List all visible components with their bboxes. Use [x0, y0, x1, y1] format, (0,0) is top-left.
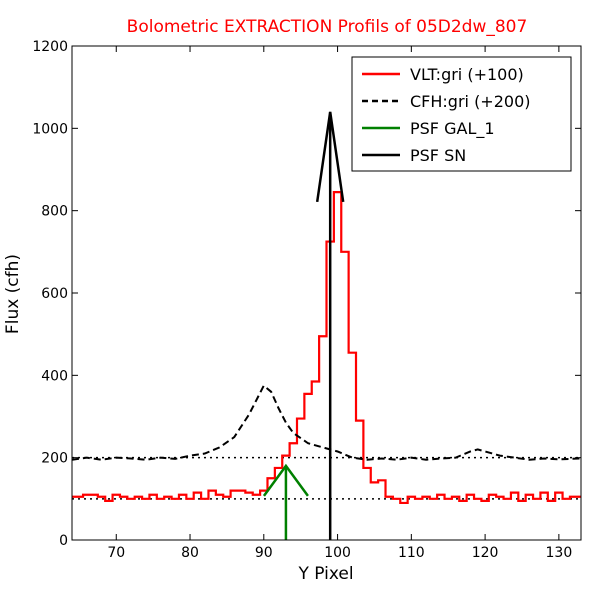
legend-label: PSF GAL_1 — [410, 119, 495, 139]
x-axis-label: Y Pixel — [297, 564, 353, 584]
y-tick-label: 800 — [41, 204, 68, 220]
axes: 70 80 90 100 110 120 130 0 200 400 600 800 1000 1200 — [32, 39, 582, 561]
x-tick-label: 90 — [255, 545, 273, 561]
psf-gal-head — [262, 463, 309, 497]
y-tick-label: 1000 — [32, 121, 68, 137]
x-tick-label: 70 — [107, 545, 125, 561]
y-axis-label: Flux (cfh) — [3, 254, 23, 334]
legend-label: PSF SN — [410, 146, 466, 165]
y-tick-label: 600 — [41, 286, 68, 302]
legend: VLT:gri (+100) CFH:gri (+200) PSF GAL_1 PSF… — [351, 56, 572, 172]
y-tick-label: 400 — [41, 368, 68, 384]
series-cfh-dashed-line — [72, 384, 581, 461]
x-tick-label: 130 — [546, 545, 573, 561]
legend-box — [351, 56, 572, 172]
y-tick-label: 0 — [59, 533, 68, 549]
psf-sn-arrow — [315, 111, 345, 540]
x-tick-label: 120 — [472, 545, 499, 561]
x-tick-label: 100 — [324, 545, 351, 561]
psf-sn-head — [315, 111, 345, 203]
legend-label: VLT:gri (+100) — [410, 65, 524, 84]
legend-label: CFH:gri (+200) — [410, 92, 531, 111]
plot-clip-group — [72, 111, 581, 540]
y-tick-label: 200 — [41, 451, 68, 467]
x-tick-label: 80 — [181, 545, 199, 561]
y-tick-label: 1200 — [32, 39, 68, 55]
plot-area — [72, 111, 581, 540]
chart-title: Bolometric EXTRACTION Profils of 05D2dw_… — [127, 17, 528, 37]
x-tick-label: 110 — [398, 545, 425, 561]
psf-gal-arrow — [262, 463, 309, 540]
